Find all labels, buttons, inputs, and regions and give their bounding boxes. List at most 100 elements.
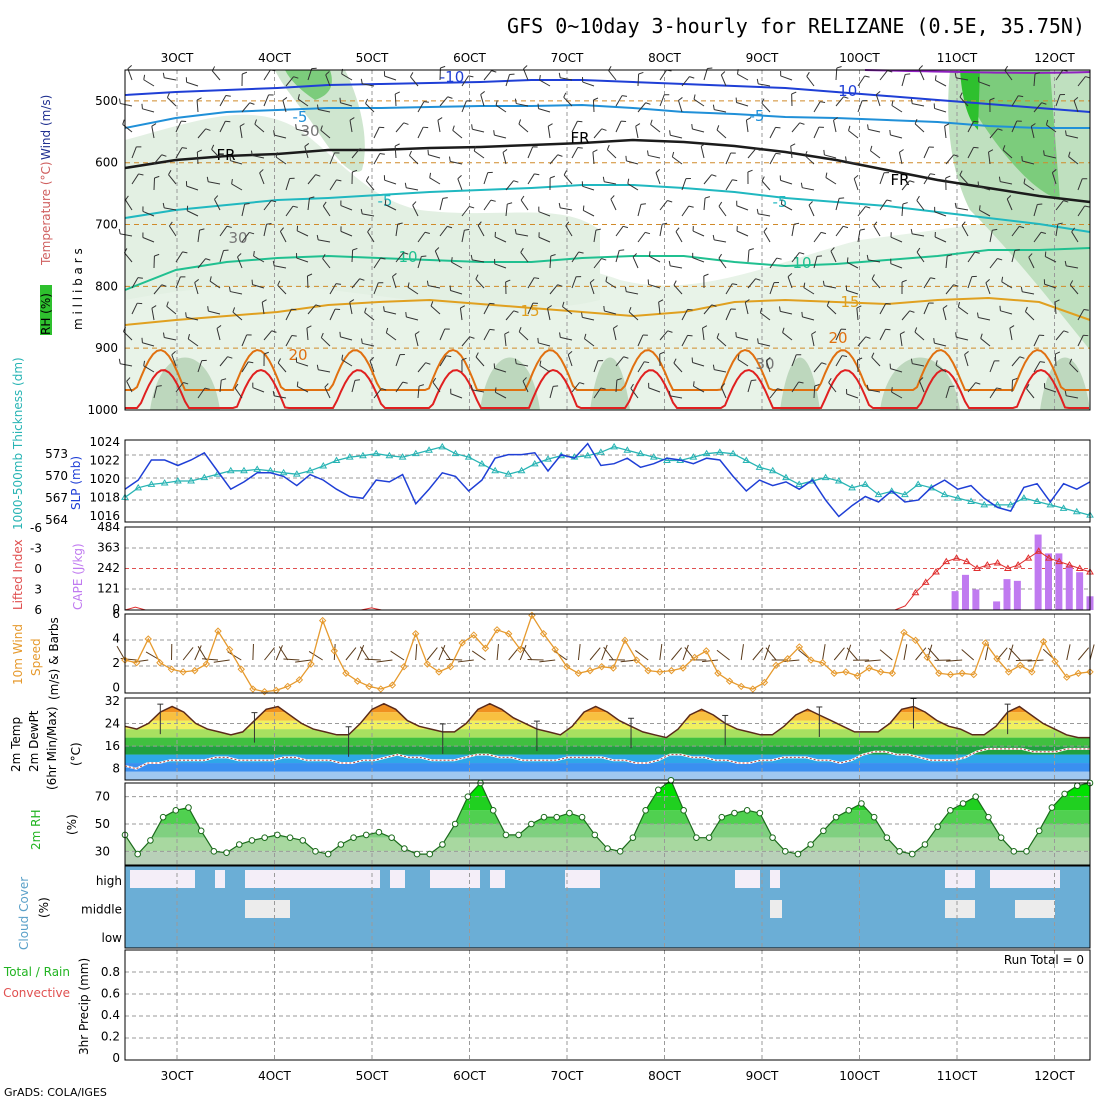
- wind-barb-flag: [563, 170, 567, 176]
- cloud-high: [770, 870, 780, 888]
- wind-barb: [658, 302, 661, 315]
- rh-point: [997, 834, 1005, 841]
- wind-barb-flag: [409, 72, 414, 77]
- wind-barb: [769, 282, 775, 295]
- wind-barb-flag: [513, 180, 519, 183]
- wind-barb-flag: [603, 305, 605, 312]
- wind-barb-flag: [775, 126, 781, 129]
- wind-barb-flag: [759, 307, 763, 313]
- wind-barb-flag: [489, 302, 495, 305]
- rh-label: RH (%): [39, 293, 53, 335]
- cloud-high: [130, 870, 195, 888]
- wind-barb-flag: [655, 169, 661, 174]
- wind-barb: [131, 277, 139, 289]
- wind-speed-point: [481, 644, 490, 652]
- wind-tick: 4: [112, 632, 120, 646]
- wind-barb: [297, 386, 309, 393]
- wind-barb-flag: [437, 117, 443, 121]
- wind-barb-flag: [1063, 330, 1069, 333]
- wind-barb-flag: [468, 75, 474, 78]
- wind-barb-10m: [589, 647, 601, 661]
- thickness-point: [1072, 507, 1081, 515]
- wind-barb-flag: [365, 176, 370, 182]
- wind-barb-flag: [942, 305, 948, 309]
- wind-barb-flag: [735, 331, 737, 338]
- wind-barb: [197, 258, 206, 269]
- wind-barb: [978, 186, 991, 191]
- wind-speed-point: [1074, 669, 1083, 677]
- pressure-tick: 800: [95, 279, 118, 293]
- wind-barb-flag: [675, 227, 680, 232]
- wind-barb-flag: [403, 252, 409, 255]
- wind-barb-flag: [999, 305, 1001, 311]
- wind-barb: [324, 386, 331, 399]
- wind-barb-flag: [865, 206, 871, 209]
- wind-barb-flag: [385, 327, 389, 333]
- wind-barb: [505, 310, 515, 321]
- wind-barb-10m: [1066, 644, 1071, 661]
- wind-barb: [678, 100, 683, 113]
- wind-barb-flag: [755, 148, 761, 151]
- wind-barb: [1011, 356, 1021, 367]
- rh-point: [515, 831, 522, 839]
- slp-tick: 1024: [89, 435, 120, 449]
- wind-barb-flag: [716, 333, 720, 339]
- rh-point: [451, 820, 459, 828]
- rh-point: [769, 834, 776, 841]
- cloud-mid: [1015, 900, 1055, 918]
- wind-barb: [296, 128, 309, 133]
- thickness-point: [795, 480, 804, 487]
- wind-barb-flag: [209, 276, 212, 282]
- wind-barb-flag: [871, 352, 875, 358]
- wind-barb: [325, 74, 331, 87]
- rh-point: [1061, 790, 1068, 798]
- wind-barb-flag: [451, 257, 453, 263]
- wind-barb: [494, 134, 507, 139]
- wind-barb-flag: [254, 119, 257, 125]
- millibars-label: m i l l i b a r s: [71, 248, 85, 330]
- thickness-point: [689, 453, 698, 460]
- wind-barb: [571, 276, 577, 289]
- wind-barb: [967, 382, 976, 393]
- wind-barb-flag: [798, 381, 804, 384]
- wind-barb: [791, 252, 800, 263]
- wind-barb-flag: [899, 149, 904, 153]
- wind-barb: [151, 308, 155, 321]
- wind-barb-flag: [423, 101, 429, 103]
- wind-barb-flag: [974, 251, 980, 254]
- wind-barb: [520, 199, 529, 211]
- wind-barb: [367, 231, 375, 243]
- thickness-point: [504, 470, 513, 477]
- wind-barb-flag: [964, 351, 969, 355]
- rh-band: [125, 796, 1090, 811]
- wind-speed-point: [981, 639, 990, 647]
- wind-barb: [760, 312, 771, 321]
- wind-barb: [692, 128, 705, 133]
- wind-barb-10m: [752, 647, 764, 661]
- li-tick: -6: [30, 521, 42, 535]
- wind-10m-panel: 6 4 2 0: [112, 607, 1095, 696]
- wind-barb-flag: [766, 357, 771, 361]
- temp-contour: [124, 296, 1091, 326]
- wind-barb-flag: [565, 221, 570, 227]
- wind-barb-flag: [504, 331, 510, 335]
- wind-barb: [483, 70, 492, 81]
- wind-speed-point: [690, 653, 699, 662]
- wind-barb: [747, 148, 757, 159]
- wind-barb-flag: [867, 124, 869, 130]
- wind-barb: [296, 230, 309, 237]
- wind-barb: [219, 121, 226, 133]
- wind-barb: [769, 127, 776, 139]
- wind-barb: [124, 252, 133, 263]
- wind-barb-flag: [166, 301, 169, 307]
- wind-barb-flag: [745, 299, 750, 303]
- wind-barb-flag: [748, 248, 754, 251]
- wind-barb: [725, 308, 732, 321]
- wind-barb: [791, 224, 795, 237]
- wind-speed-point: [132, 659, 141, 667]
- rh-shade-e: [960, 70, 980, 130]
- wind-speed-point: [144, 635, 152, 643]
- wind-speed-point: [807, 656, 815, 664]
- wind-barb: [373, 282, 379, 295]
- thickness-point: [940, 490, 949, 498]
